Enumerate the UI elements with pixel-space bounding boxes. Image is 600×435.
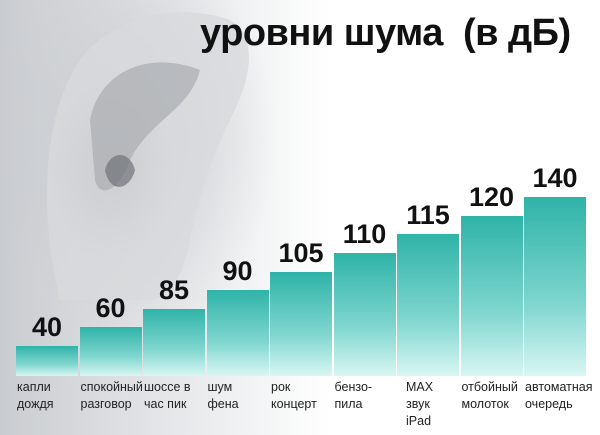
data-label: 105 [278, 237, 324, 268]
category-label: шоссе в час пик [144, 380, 191, 411]
data-label: 85 [158, 274, 190, 305]
category-label: капли дождя [17, 380, 54, 411]
category-label: бензо-пила [334, 380, 373, 411]
ear-image [46, 12, 249, 300]
data-label: 90 [222, 256, 253, 287]
bar [333, 253, 396, 376]
data-label: 120 [468, 181, 515, 212]
bar [524, 197, 586, 376]
category-label: MAX звук iPad [406, 380, 434, 428]
bar [206, 290, 269, 376]
bar [397, 234, 459, 376]
category-label: спокойный разговор [80, 380, 143, 411]
chart-title: уровни шума (в дБ) [200, 12, 571, 54]
bar [16, 346, 78, 376]
category-label: шум фена [207, 380, 239, 411]
category-label: автоматная очередь [525, 380, 593, 411]
bar [270, 271, 332, 376]
data-label: 40 [31, 312, 63, 342]
bar [143, 308, 205, 376]
data-label: 60 [95, 293, 126, 324]
category-label: отбойный молоток [461, 380, 518, 411]
data-label: 110 [342, 219, 387, 249]
data-label: 115 [406, 200, 450, 231]
data-label: 140 [532, 163, 578, 194]
bar [79, 327, 142, 376]
bar [460, 215, 523, 376]
category-label: рок концерт [271, 380, 317, 411]
